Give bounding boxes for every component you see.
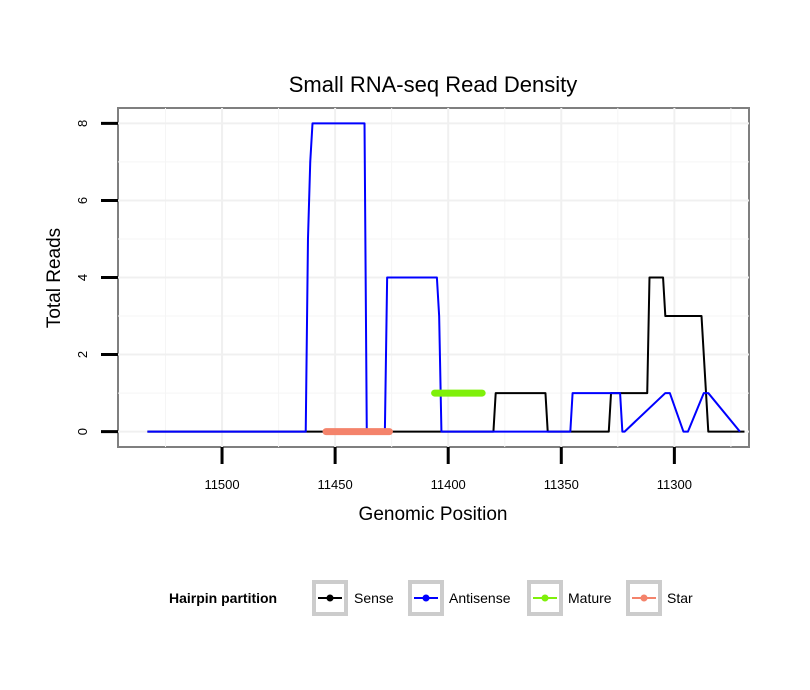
- y-tick-label: 0: [75, 428, 90, 435]
- x-tick-label: 11350: [544, 477, 579, 492]
- y-axis-title: Total Reads: [44, 228, 65, 328]
- x-tick-label: 11500: [204, 477, 239, 492]
- y-tick-label: 4: [75, 274, 90, 281]
- legend-item-mature: Mature: [527, 580, 612, 616]
- series: [147, 122, 745, 436]
- legend-item-sense: Sense: [312, 580, 394, 616]
- legend-label-star: Star: [667, 590, 693, 606]
- x-tick-label: 11300: [657, 477, 692, 492]
- legend-dot-star: [640, 594, 648, 602]
- legend-dot-sense: [326, 594, 334, 602]
- legend-label-mature: Mature: [568, 590, 612, 606]
- legend: Hairpin partition Sense Antisense Mature…: [169, 580, 693, 616]
- x-tick-label: 11450: [318, 477, 353, 492]
- legend-item-antisense: Antisense: [408, 580, 511, 616]
- axes: 11500 11450 11400 11350 11300 0 2 4 6 8: [75, 120, 692, 492]
- chart-title: Small RNA-seq Read Density: [289, 72, 578, 97]
- legend-dot-antisense: [422, 594, 430, 602]
- y-tick-label: 8: [75, 120, 90, 127]
- legend-title: Hairpin partition: [169, 590, 277, 606]
- legend-label-sense: Sense: [354, 590, 394, 606]
- legend-item-star: Star: [626, 580, 693, 616]
- y-tick-label: 6: [75, 197, 90, 204]
- legend-dot-mature: [541, 594, 549, 602]
- x-axis-title: Genomic Position: [359, 504, 508, 525]
- legend-label-antisense: Antisense: [449, 590, 511, 606]
- y-tick-label: 2: [75, 351, 90, 358]
- x-tick-label: 11400: [431, 477, 466, 492]
- series-line-antisense: [147, 122, 741, 433]
